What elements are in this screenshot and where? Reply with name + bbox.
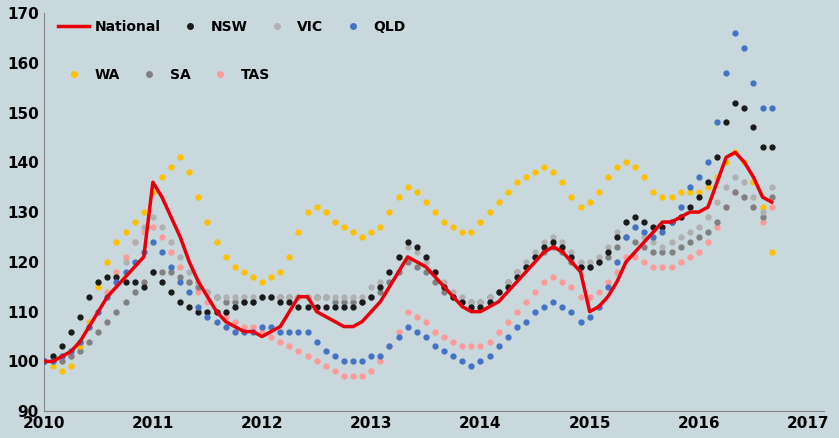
Legend: WA, SA, TAS: WA, SA, TAS — [59, 68, 270, 81]
